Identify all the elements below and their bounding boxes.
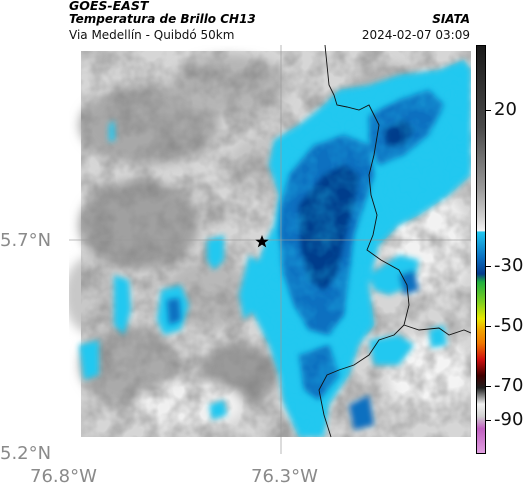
colorbar-gradient <box>477 46 485 453</box>
product-title: Temperatura de Brillo CH13 <box>69 12 256 26</box>
longitude-label-76-3: 76.3°W <box>251 466 318 487</box>
datetime-label: 2024-02-07 03:09 <box>361 28 470 42</box>
colorbar-tick <box>486 110 491 111</box>
satellite-image-map <box>69 45 471 454</box>
latitude-label-5-7: 5.7°N <box>0 230 52 251</box>
organization-label: SIATA <box>432 12 470 26</box>
coordinate-gridlines <box>69 45 471 454</box>
latitude-label-5-2: 5.2°N <box>0 443 52 464</box>
colorbar-tick <box>486 326 491 327</box>
colorbar-tick <box>486 266 491 267</box>
convective-cloud-mass <box>79 60 471 437</box>
longitude-label-76-8: 76.8°W <box>30 466 97 487</box>
satellite-title: GOES-EAST <box>69 0 149 13</box>
temperature-colorbar <box>476 45 486 454</box>
region-subtitle: Via Medellín - Quibdó 50km <box>69 28 235 42</box>
colorbar-tick <box>486 420 491 421</box>
location-marker-star <box>255 235 269 248</box>
colorbar-tick <box>486 386 491 387</box>
colorbar-label-minus70: -70 <box>494 375 524 396</box>
star-icon <box>255 235 269 248</box>
department-boundaries <box>318 45 471 438</box>
colorbar-label-minus30: -30 <box>494 255 524 276</box>
colorbar-label-minus50: -50 <box>494 315 524 336</box>
map-header: GOES-EAST Temperatura de Brillo CH13 Via… <box>0 0 526 44</box>
colorbar-label-minus90: -90 <box>494 409 524 430</box>
colorbar-label-20: 20 <box>494 99 517 120</box>
brightness-temperature-field <box>69 45 471 454</box>
